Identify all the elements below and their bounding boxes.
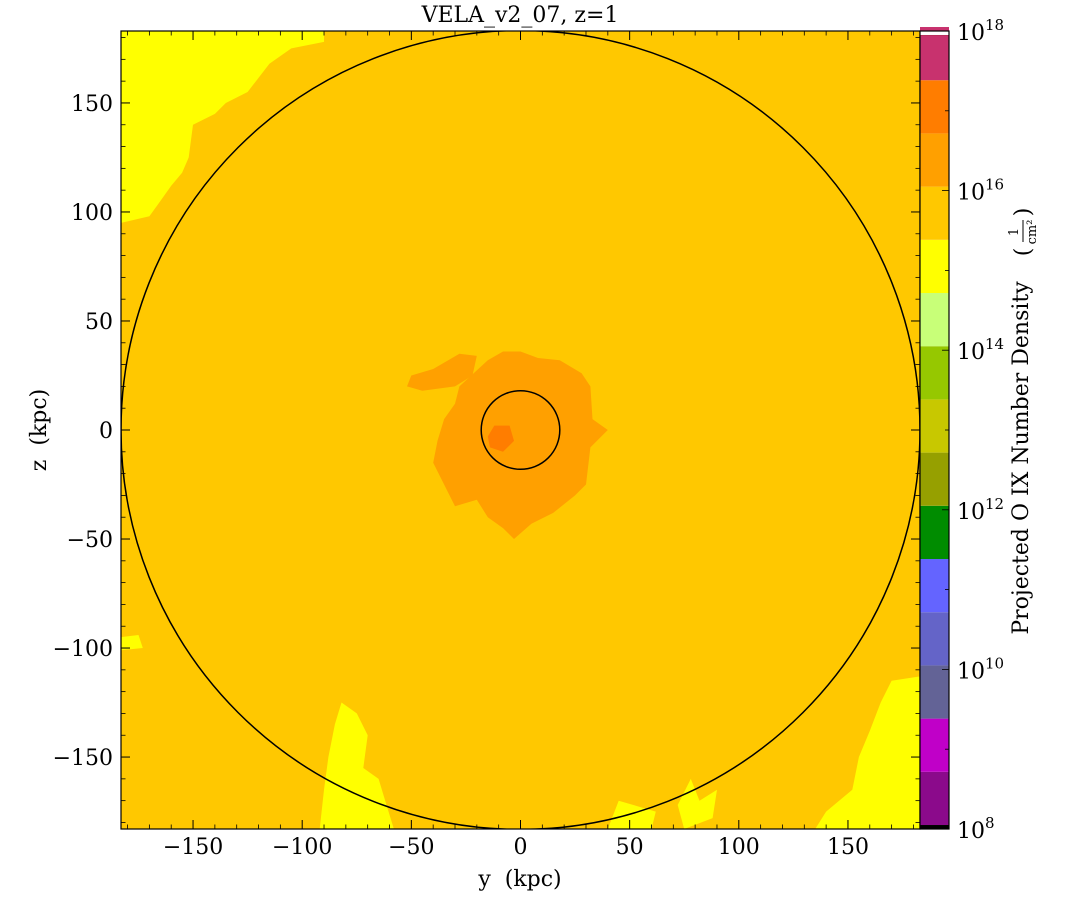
x-tick-label: −100 [272, 835, 332, 860]
colorbar-block [920, 31, 949, 35]
colorbar: 108 1010 1012 1014 1016 1018 Projected O IX N… [919, 16, 1040, 844]
density-regions [121, 31, 920, 829]
density-region-7 [407, 353, 477, 391]
plot-ticks [121, 31, 920, 829]
y-tick-label: 50 [85, 310, 113, 335]
colorbar-block [920, 346, 949, 400]
colorbar-tick-label: 1010 [957, 654, 1004, 684]
colorbar-tick-label: 1014 [957, 335, 1004, 365]
colorbar-block [920, 186, 949, 240]
colorbar-blocks [920, 27, 949, 829]
y-tick-label: −150 [53, 746, 113, 771]
x-tick-label: 100 [718, 835, 760, 860]
density-region-4 [677, 778, 717, 829]
radius-circle-1 [480, 389, 561, 471]
colorbar-unit-denominator: cm² [1025, 220, 1040, 245]
density-region-6 [433, 351, 608, 539]
colorbar-unit-open-paren: ( [1011, 248, 1036, 257]
colorbar-label: Projected O IX Number Density [1009, 281, 1034, 635]
x-tick-label: 150 [827, 835, 869, 860]
x-tick-label: −50 [388, 835, 434, 860]
colorbar-block [920, 825, 949, 829]
colorbar-ticks [942, 30, 949, 830]
y-tick-label: 0 [99, 419, 113, 444]
colorbar-block [920, 133, 949, 187]
density-region-0 [121, 31, 324, 223]
colorbar-unit-numerator: 1 [1007, 228, 1022, 236]
colorbar-block [920, 452, 949, 506]
y-tick-label: 100 [71, 201, 113, 226]
x-tick-label: −150 [163, 835, 223, 860]
colorbar-block [920, 559, 949, 613]
colorbar-tick-label: 1012 [957, 495, 1004, 525]
colorbar-block [920, 34, 949, 36]
colorbar-tick-labels: 108 1010 1012 1014 1016 1018 [957, 16, 1004, 844]
radius-circles [121, 31, 920, 829]
colorbar-block [920, 505, 949, 560]
density-region-3 [607, 800, 656, 829]
density-region-5 [121, 635, 143, 651]
x-tick-label: 0 [514, 835, 528, 860]
colorbar-label-group: Projected O IX Number Density ( 1 cm² ) [1007, 208, 1040, 635]
y-tick-labels: −150 −100 −50 0 50 100 150 [53, 92, 113, 771]
colorbar-block [920, 771, 949, 826]
colorbar-block [920, 80, 949, 134]
density-region-2 [815, 676, 920, 829]
y-tick-label: −50 [67, 528, 113, 553]
colorbar-block [920, 665, 949, 719]
colorbar-block [920, 27, 949, 81]
x-axis-label: y (kpc) [477, 867, 561, 892]
y-tick-label: −100 [53, 637, 113, 662]
colorbar-tick-label: 1018 [957, 16, 1004, 46]
colorbar-tick-label: 108 [957, 814, 995, 844]
density-region-1 [319, 702, 394, 829]
plot-area [120, 30, 921, 830]
x-tick-labels: −150 −100 −50 0 50 100 150 [163, 835, 869, 860]
colorbar-block [920, 399, 949, 453]
y-tick-label: 150 [71, 92, 113, 117]
colorbar-block [920, 612, 949, 666]
colorbar-block [920, 239, 949, 294]
colorbar-block [920, 293, 949, 347]
x-tick-label: 50 [616, 835, 644, 860]
density-region-8 [487, 425, 514, 452]
colorbar-tick-label: 1016 [957, 176, 1004, 206]
colorbar-block [920, 718, 949, 772]
colorbar-unit-close-paren: ) [1011, 208, 1036, 217]
chart-title: VELA_v2_07, z=1 [421, 3, 619, 28]
y-axis-label: z (kpc) [27, 389, 52, 471]
